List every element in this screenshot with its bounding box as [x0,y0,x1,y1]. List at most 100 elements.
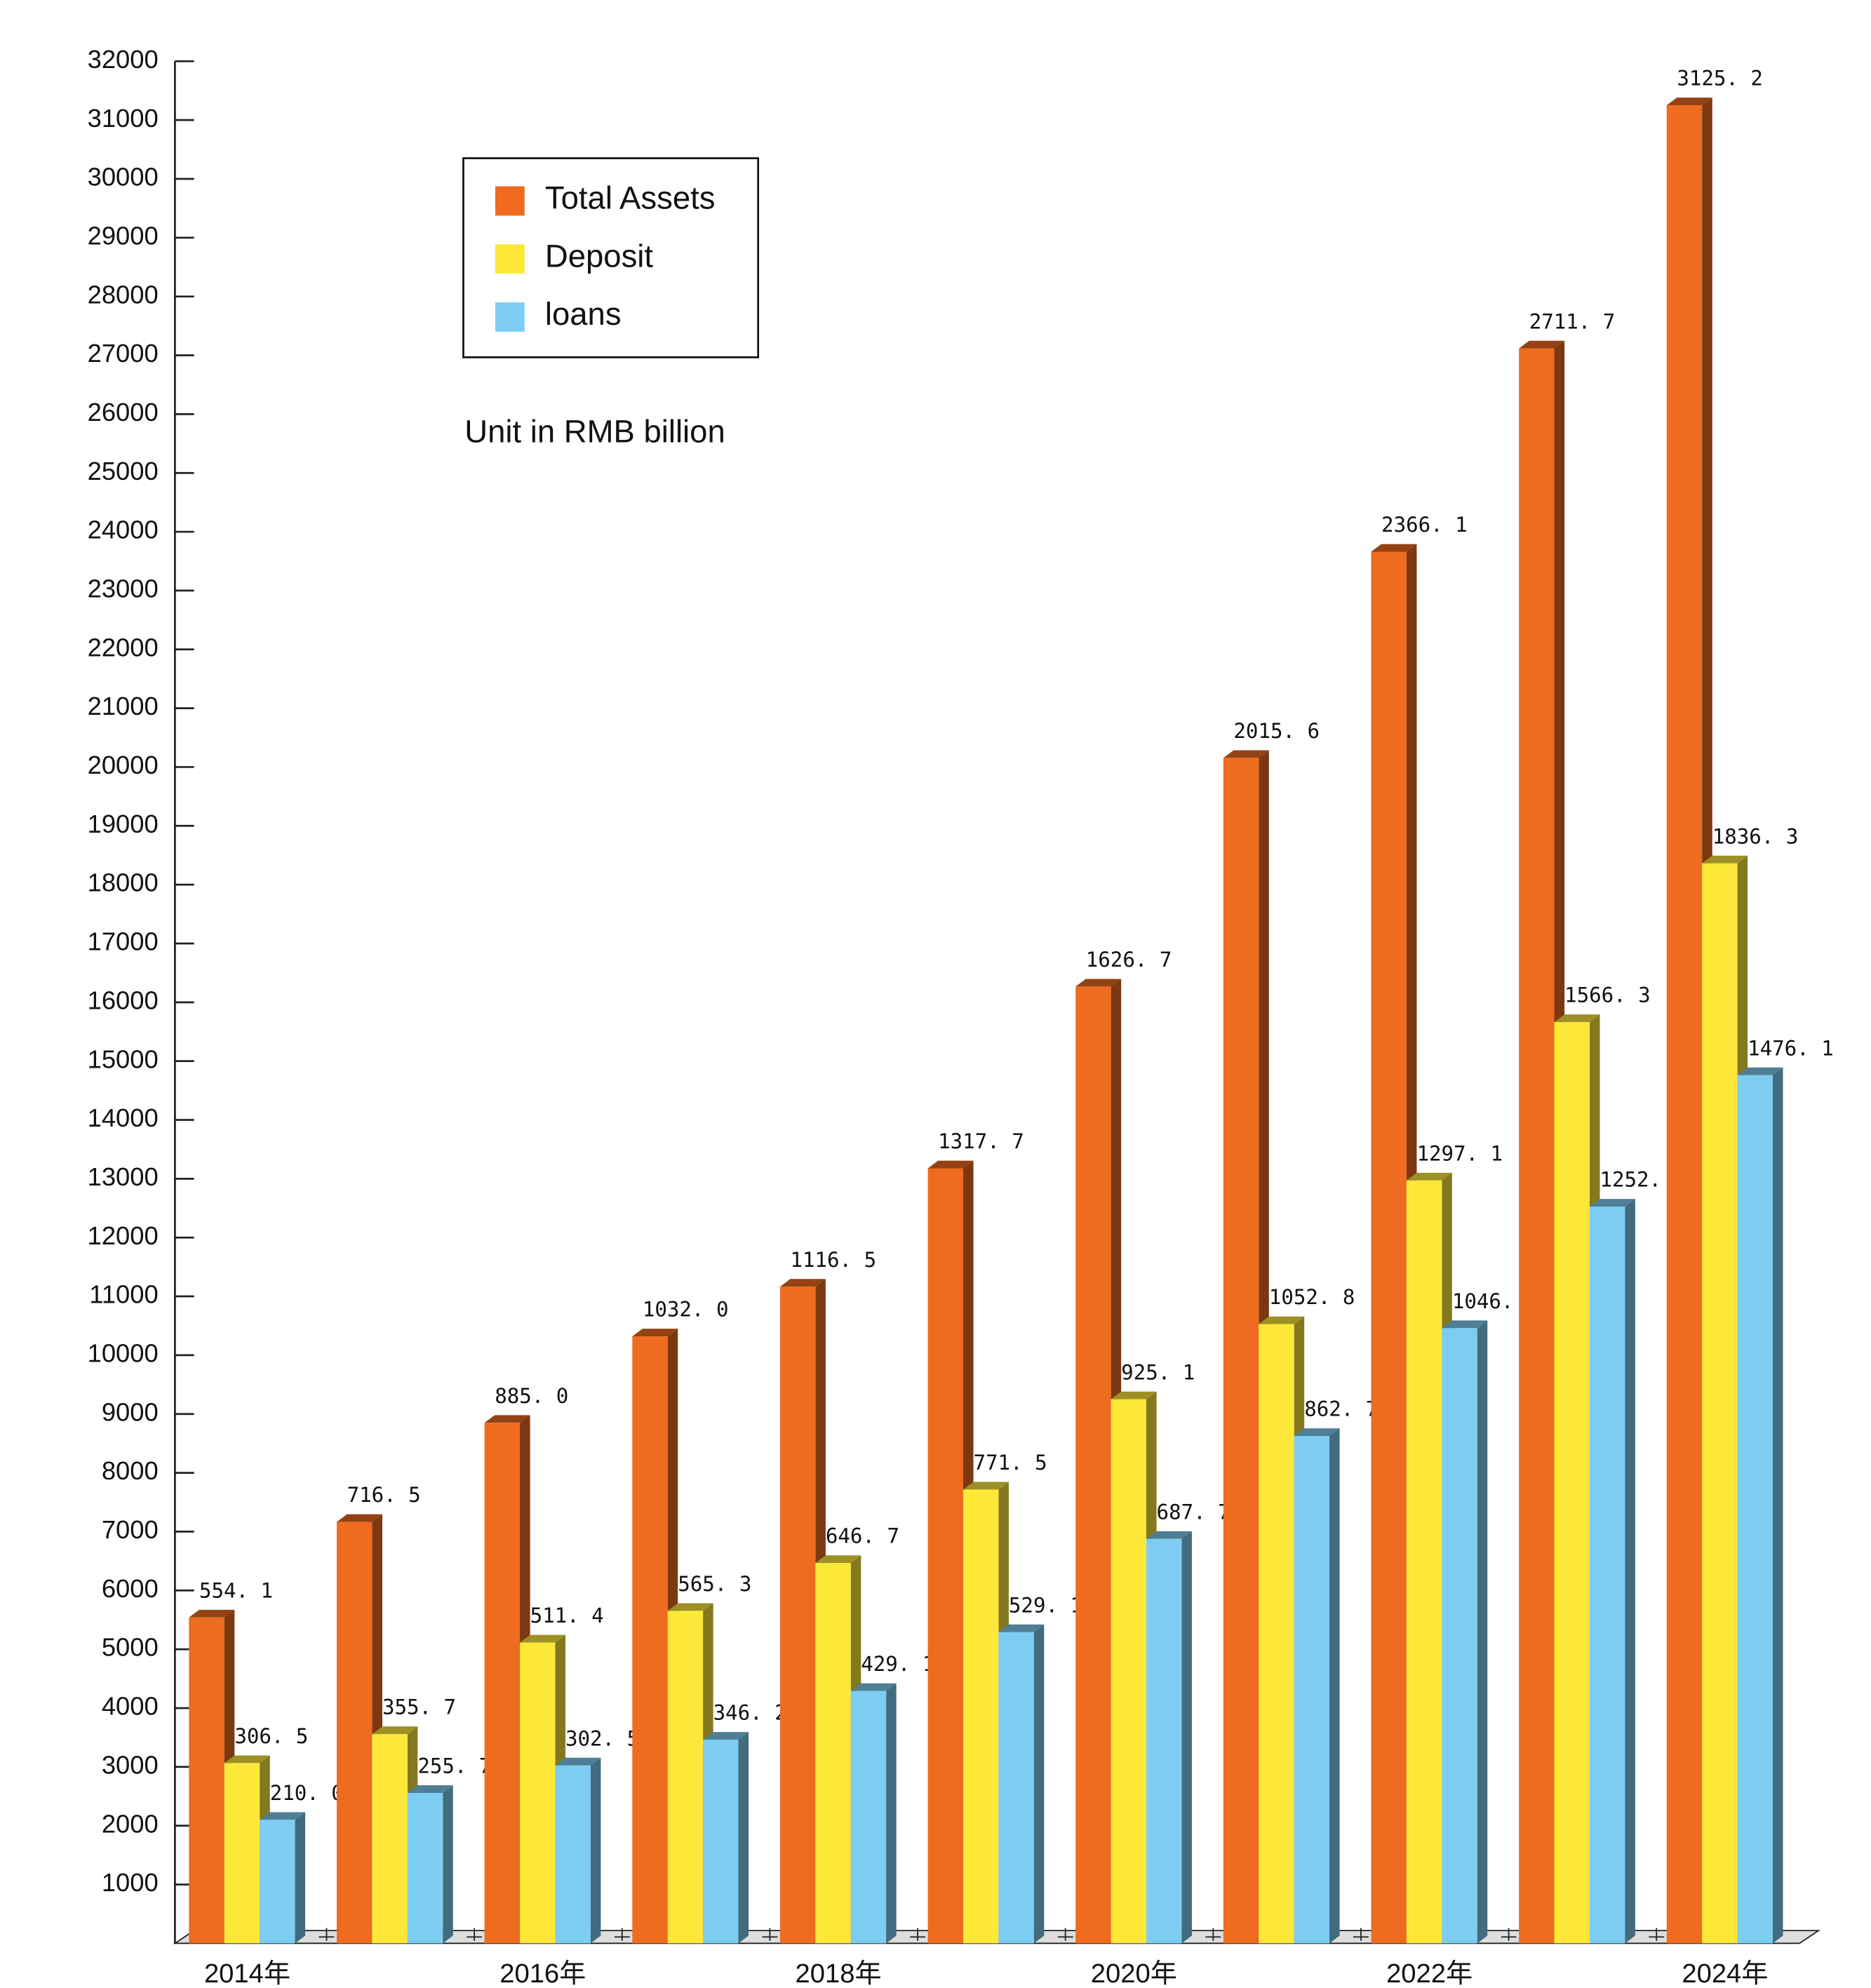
y-tick-label: 9000 [102,1397,159,1426]
y-tick-label: 29000 [88,221,159,250]
bar [963,1489,999,1944]
y-tick-label: 7000 [102,1515,159,1544]
data-label: 355. 7 [382,1695,456,1719]
bar [1223,758,1259,1944]
y-tick-label: 30000 [88,163,159,192]
x-tick-label: 2020年 [1091,1959,1177,1988]
bar-top [632,1329,678,1337]
data-label: 554. 1 [199,1578,273,1602]
bar-top [1737,1067,1783,1075]
bar-top [224,1755,270,1764]
x-tick-label: 2014年 [204,1959,290,1988]
data-label: 687. 7 [1157,1500,1230,1524]
data-label: 646. 7 [826,1524,899,1548]
data-label: 1836. 3 [1712,824,1799,848]
bar [1519,348,1555,1944]
data-label: 1317. 7 [938,1129,1024,1153]
y-tick-label: 8000 [102,1456,159,1485]
legend-swatch [495,244,525,274]
data-label: 716. 5 [347,1483,421,1507]
bar-top [1294,1428,1340,1437]
y-tick-label: 24000 [88,516,159,544]
bar-top [1223,750,1269,758]
bar [1146,1538,1182,1944]
bar [1371,551,1407,1944]
legend-label: Total Assets [545,180,716,216]
data-label: 306. 5 [234,1724,308,1748]
bar [520,1642,556,1944]
bar [260,1820,295,1944]
bar-top [850,1683,897,1691]
floor-tick [1649,1928,1665,1941]
y-tick-label: 3000 [102,1750,159,1779]
bar [667,1611,704,1944]
bar-top [1442,1320,1488,1329]
bar-side [1477,1320,1488,1944]
y-tick-label: 26000 [88,398,159,427]
bar-side [295,1812,306,1944]
data-label: 255. 7 [417,1754,491,1778]
bar-side [1329,1428,1340,1944]
bar [1589,1207,1625,1944]
bar-side [738,1732,749,1944]
y-tick-label: 32000 [88,45,159,74]
data-label: 511. 4 [530,1604,604,1627]
bar-side [443,1785,453,1944]
bar-top [1259,1316,1305,1324]
x-tick-label: 2022年 [1386,1959,1473,1988]
data-label: 3125. 2 [1677,67,1763,90]
y-tick-label: 25000 [88,457,159,485]
y-tick-label: 20000 [88,751,159,779]
bar [1702,863,1738,1944]
y-tick-label: 6000 [102,1574,159,1603]
bar [1259,1324,1294,1944]
bar [555,1765,591,1944]
data-label: 529. 1 [1009,1593,1082,1617]
y-tick-label: 28000 [88,280,159,309]
bar-top [703,1732,749,1740]
bar-side [886,1683,897,1944]
legend-swatch [495,186,525,216]
data-label: 1476. 1 [1748,1036,1834,1060]
bar [927,1168,963,1944]
bar-side [1772,1067,1783,1944]
y-tick-label: 12000 [88,1221,159,1250]
bar [189,1617,224,1944]
bar [703,1740,739,1944]
x-tick-label: 2024年 [1682,1959,1768,1988]
data-label: 925. 1 [1121,1360,1195,1384]
bar-top [998,1624,1045,1632]
bar [1111,1399,1146,1944]
bar [407,1792,443,1944]
y-tick-label: 27000 [88,339,159,368]
bar [1442,1328,1477,1944]
bar-top [1589,1199,1635,1207]
data-label: 1116. 5 [790,1248,876,1272]
bar [998,1632,1034,1944]
floor-tick [318,1928,335,1941]
floor-tick [467,1928,483,1941]
bar [1666,105,1703,1944]
bar-top [189,1609,235,1618]
bar-side [1181,1531,1192,1944]
bar-top [1519,340,1565,349]
bar-top [484,1415,530,1423]
data-label: 429. 1 [861,1652,934,1676]
y-tick-label: 2000 [102,1809,159,1838]
floor-tick [1501,1928,1517,1941]
bar [337,1522,373,1944]
y-tick-label: 31000 [88,104,159,133]
floor-tick [614,1928,630,1941]
annotation: Unit in RMB billion [464,413,725,449]
data-label: 302. 5 [565,1726,639,1750]
bar-top [407,1785,453,1793]
bar-top [927,1160,974,1169]
data-label: 1297. 1 [1416,1141,1503,1165]
bar-top [1075,979,1122,987]
y-tick-label: 21000 [88,692,159,720]
bar-top [372,1726,418,1735]
y-tick-label: 19000 [88,810,159,838]
y-tick-label: 5000 [102,1633,159,1662]
y-tick-label: 13000 [88,1162,159,1191]
data-label: 885. 0 [495,1384,568,1408]
